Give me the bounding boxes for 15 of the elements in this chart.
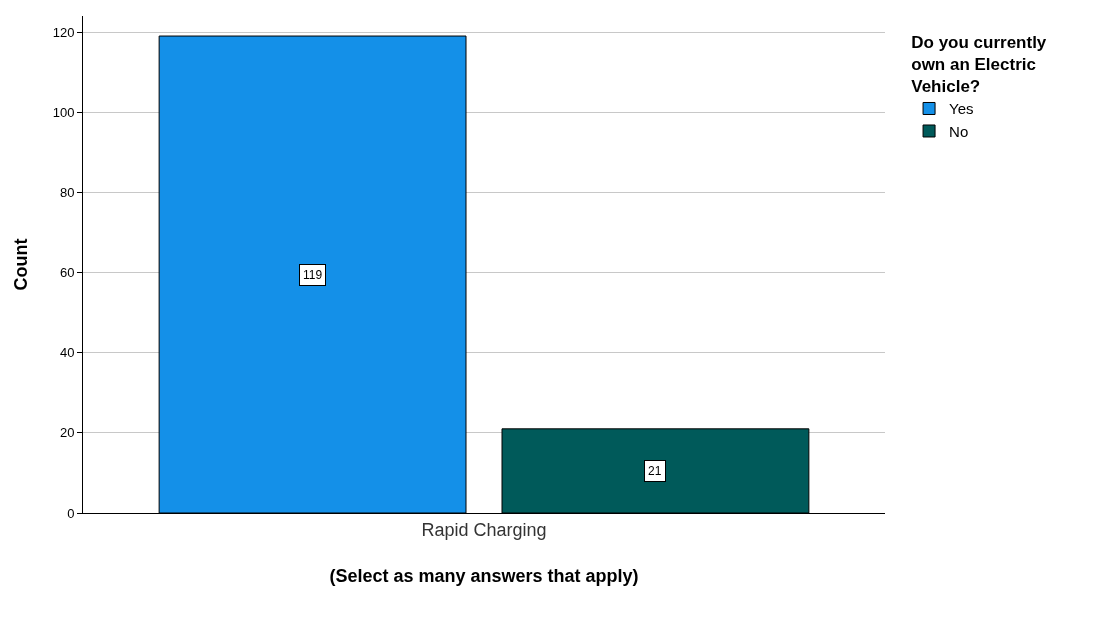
- y-tick-label: 120: [52, 24, 75, 40]
- x-tick-label: Rapid Charging: [421, 519, 547, 540]
- y-tick-label: 40: [59, 345, 75, 361]
- y-tick-label: 80: [59, 184, 75, 200]
- legend-label: No: [949, 122, 969, 140]
- y-axis-title: Count: [10, 238, 31, 291]
- x-axis-title: (Select as many answers that apply): [329, 565, 639, 586]
- y-tick-label: 20: [59, 425, 75, 441]
- y-tick-label: 60: [59, 265, 75, 281]
- y-tick-label: 0: [67, 505, 75, 521]
- legend-title: Do you currently own an Electric Vehicle?: [911, 33, 1047, 97]
- data-label: 21: [648, 464, 662, 478]
- data-label: 119: [303, 268, 323, 282]
- legend-label: Yes: [949, 100, 974, 118]
- y-tick-label: 100: [52, 104, 75, 120]
